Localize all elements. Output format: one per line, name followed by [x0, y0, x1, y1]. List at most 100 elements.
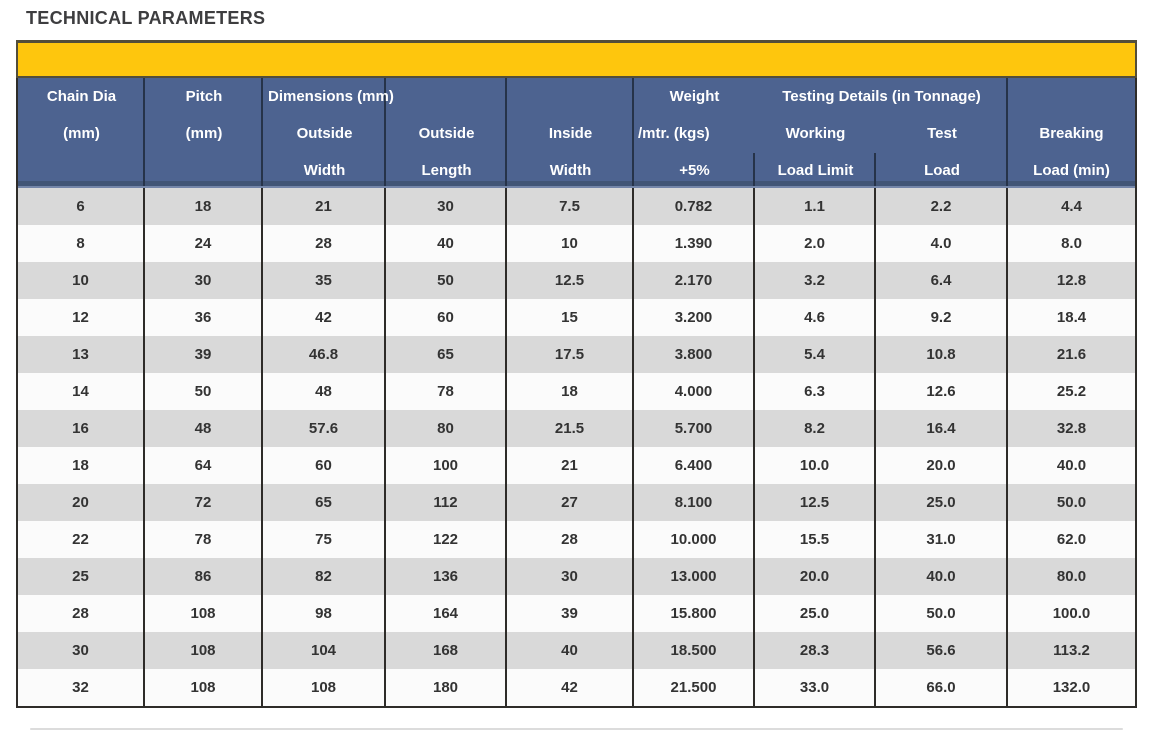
table-cell: 10.0 — [755, 447, 876, 484]
table-cell: 7.5 — [507, 188, 634, 225]
table-row: 12 36 42 60 15 3.200 4.6 9.2 18.4 — [18, 299, 1135, 336]
table-cell: 3.800 — [634, 336, 755, 373]
table-cell: 28.3 — [755, 632, 876, 669]
table-cell: 18 — [507, 373, 634, 410]
table-cell: 113.2 — [1053, 642, 1090, 659]
table-cell: 15.800 — [634, 595, 755, 632]
table-cell: 6.400 — [634, 447, 755, 484]
table-row: 30 108 104 168 40 18.500 28.3 56.6 113.2 — [18, 632, 1135, 669]
table-cell: 16.4 — [876, 410, 1008, 447]
table-cell: 30 — [145, 262, 263, 299]
table-cell: 2.0 — [755, 225, 876, 262]
table-cell: 136 — [386, 558, 507, 595]
table-cell: 10 — [507, 225, 634, 262]
table-cell: 28 — [263, 225, 386, 262]
table-cell: 24 — [145, 225, 263, 262]
header-divider — [505, 78, 507, 186]
table-cell: 4.6 — [755, 299, 876, 336]
table-row: 14 50 48 78 18 4.000 6.3 12.6 25.2 — [18, 373, 1135, 410]
table-cell: 50.0 — [1056, 494, 1087, 511]
header-pitch-unit: (mm) — [185, 125, 223, 142]
header-divider — [632, 78, 634, 186]
table-cell: 42 — [263, 299, 386, 336]
table-cell: 56.6 — [876, 632, 1008, 669]
table-row: 25 86 82 136 30 13.000 20.0 40.0 80.0 — [18, 558, 1135, 595]
table-cell: 168 — [386, 632, 507, 669]
table-cell: 65 — [263, 484, 386, 521]
table-cell: 15 — [507, 299, 634, 336]
table-row: 32 108 108 180 42 21.500 33.0 66.0 132.0 — [18, 669, 1135, 706]
table-cell: 28 — [18, 595, 145, 632]
table-cell: 32.8 — [1056, 420, 1087, 437]
table-cell: 40 — [507, 632, 634, 669]
table-cell: 62.0 — [1056, 531, 1087, 548]
table-cell: 20.0 — [755, 558, 876, 595]
header-outside-width-1: Outside — [296, 125, 353, 142]
table-cell: 20.0 — [876, 447, 1008, 484]
table-cell: 20 — [18, 484, 145, 521]
table-cell: 108 — [145, 632, 263, 669]
table-cell: 78 — [145, 521, 263, 558]
table-cell: 104 — [263, 632, 386, 669]
header-breaking-load-2: Load (min) — [1033, 161, 1110, 179]
table-row: 16 48 57.6 80 21.5 5.700 8.2 16.4 32.8 — [18, 410, 1135, 447]
header-test-load-2: Load — [924, 161, 960, 179]
table-cell: 13.000 — [634, 558, 755, 595]
table-cell: 36 — [145, 299, 263, 336]
table-cell: 6.3 — [755, 373, 876, 410]
table-cell: 13 — [18, 336, 145, 373]
header-outside-length-1: Outside — [418, 125, 475, 142]
table-cell: 100 — [386, 447, 507, 484]
table-cell: 21.500 — [634, 669, 755, 706]
table-cell: 12.8 — [1056, 272, 1087, 289]
table-cell: 112 — [386, 484, 507, 521]
table-cell: 31.0 — [876, 521, 1008, 558]
table-cell: 80 — [386, 410, 507, 447]
table-cell: 72 — [145, 484, 263, 521]
header-outside-width-2: Width — [303, 161, 346, 179]
header-divider — [1006, 78, 1008, 186]
table-cell: 82 — [263, 558, 386, 595]
table-cell: 164 — [386, 595, 507, 632]
table-cell: 18 — [18, 447, 145, 484]
header-divider — [384, 78, 386, 186]
header-chain-dia-unit: (mm) — [63, 125, 100, 142]
table-cell: 25.0 — [755, 595, 876, 632]
table-cell: 8 — [18, 225, 145, 262]
table-cell: 30 — [386, 188, 507, 225]
table-cell: 21 — [263, 188, 386, 225]
table-cell: 12.5 — [507, 262, 634, 299]
table-cell: 4.0 — [876, 225, 1008, 262]
table-cell: 80.0 — [1056, 568, 1087, 585]
table-cell: 65 — [386, 336, 507, 373]
header-outside-length-2: Length — [421, 161, 472, 179]
table-cell: 3.2 — [755, 262, 876, 299]
table-cell: 1.1 — [755, 188, 876, 225]
table-cell: 4.000 — [634, 373, 755, 410]
table-cell: 66.0 — [876, 669, 1008, 706]
table-cell: 40.0 — [876, 558, 1008, 595]
table-cell: 8.100 — [634, 484, 755, 521]
table-cell: 6.4 — [876, 262, 1008, 299]
table-cell: 2.170 — [634, 262, 755, 299]
table-cell: 48 — [145, 410, 263, 447]
table-cell: 180 — [386, 669, 507, 706]
table-cell: 6 — [18, 188, 145, 225]
header-inside-width-2: Width — [549, 161, 592, 179]
table-cell: 27 — [507, 484, 634, 521]
table-row: 28 108 98 164 39 15.800 25.0 50.0 100.0 — [18, 595, 1135, 632]
header-inside-width-1: Inside — [548, 125, 593, 142]
table-cell: 22 — [18, 521, 145, 558]
table-cell: 15.5 — [755, 521, 876, 558]
table-row: 18 64 60 100 21 6.400 10.0 20.0 40.0 — [18, 447, 1135, 484]
table-body: 6 18 21 30 7.5 0.782 1.1 2.2 4.4 8 24 28… — [18, 188, 1135, 706]
table-cell: 122 — [386, 521, 507, 558]
table-cell: 39 — [145, 336, 263, 373]
technical-parameters-panel: Chain Dia (mm) Pitch (mm) Dimensions (mm… — [16, 40, 1137, 708]
page-title: TECHNICAL PARAMETERS — [26, 8, 266, 28]
table-row: 6 18 21 30 7.5 0.782 1.1 2.2 4.4 — [18, 188, 1135, 225]
header-chain-dia: Chain Dia — [46, 88, 117, 105]
table-cell: 21.6 — [1056, 346, 1087, 363]
table-cell: 75 — [263, 521, 386, 558]
table-cell: 60 — [386, 299, 507, 336]
